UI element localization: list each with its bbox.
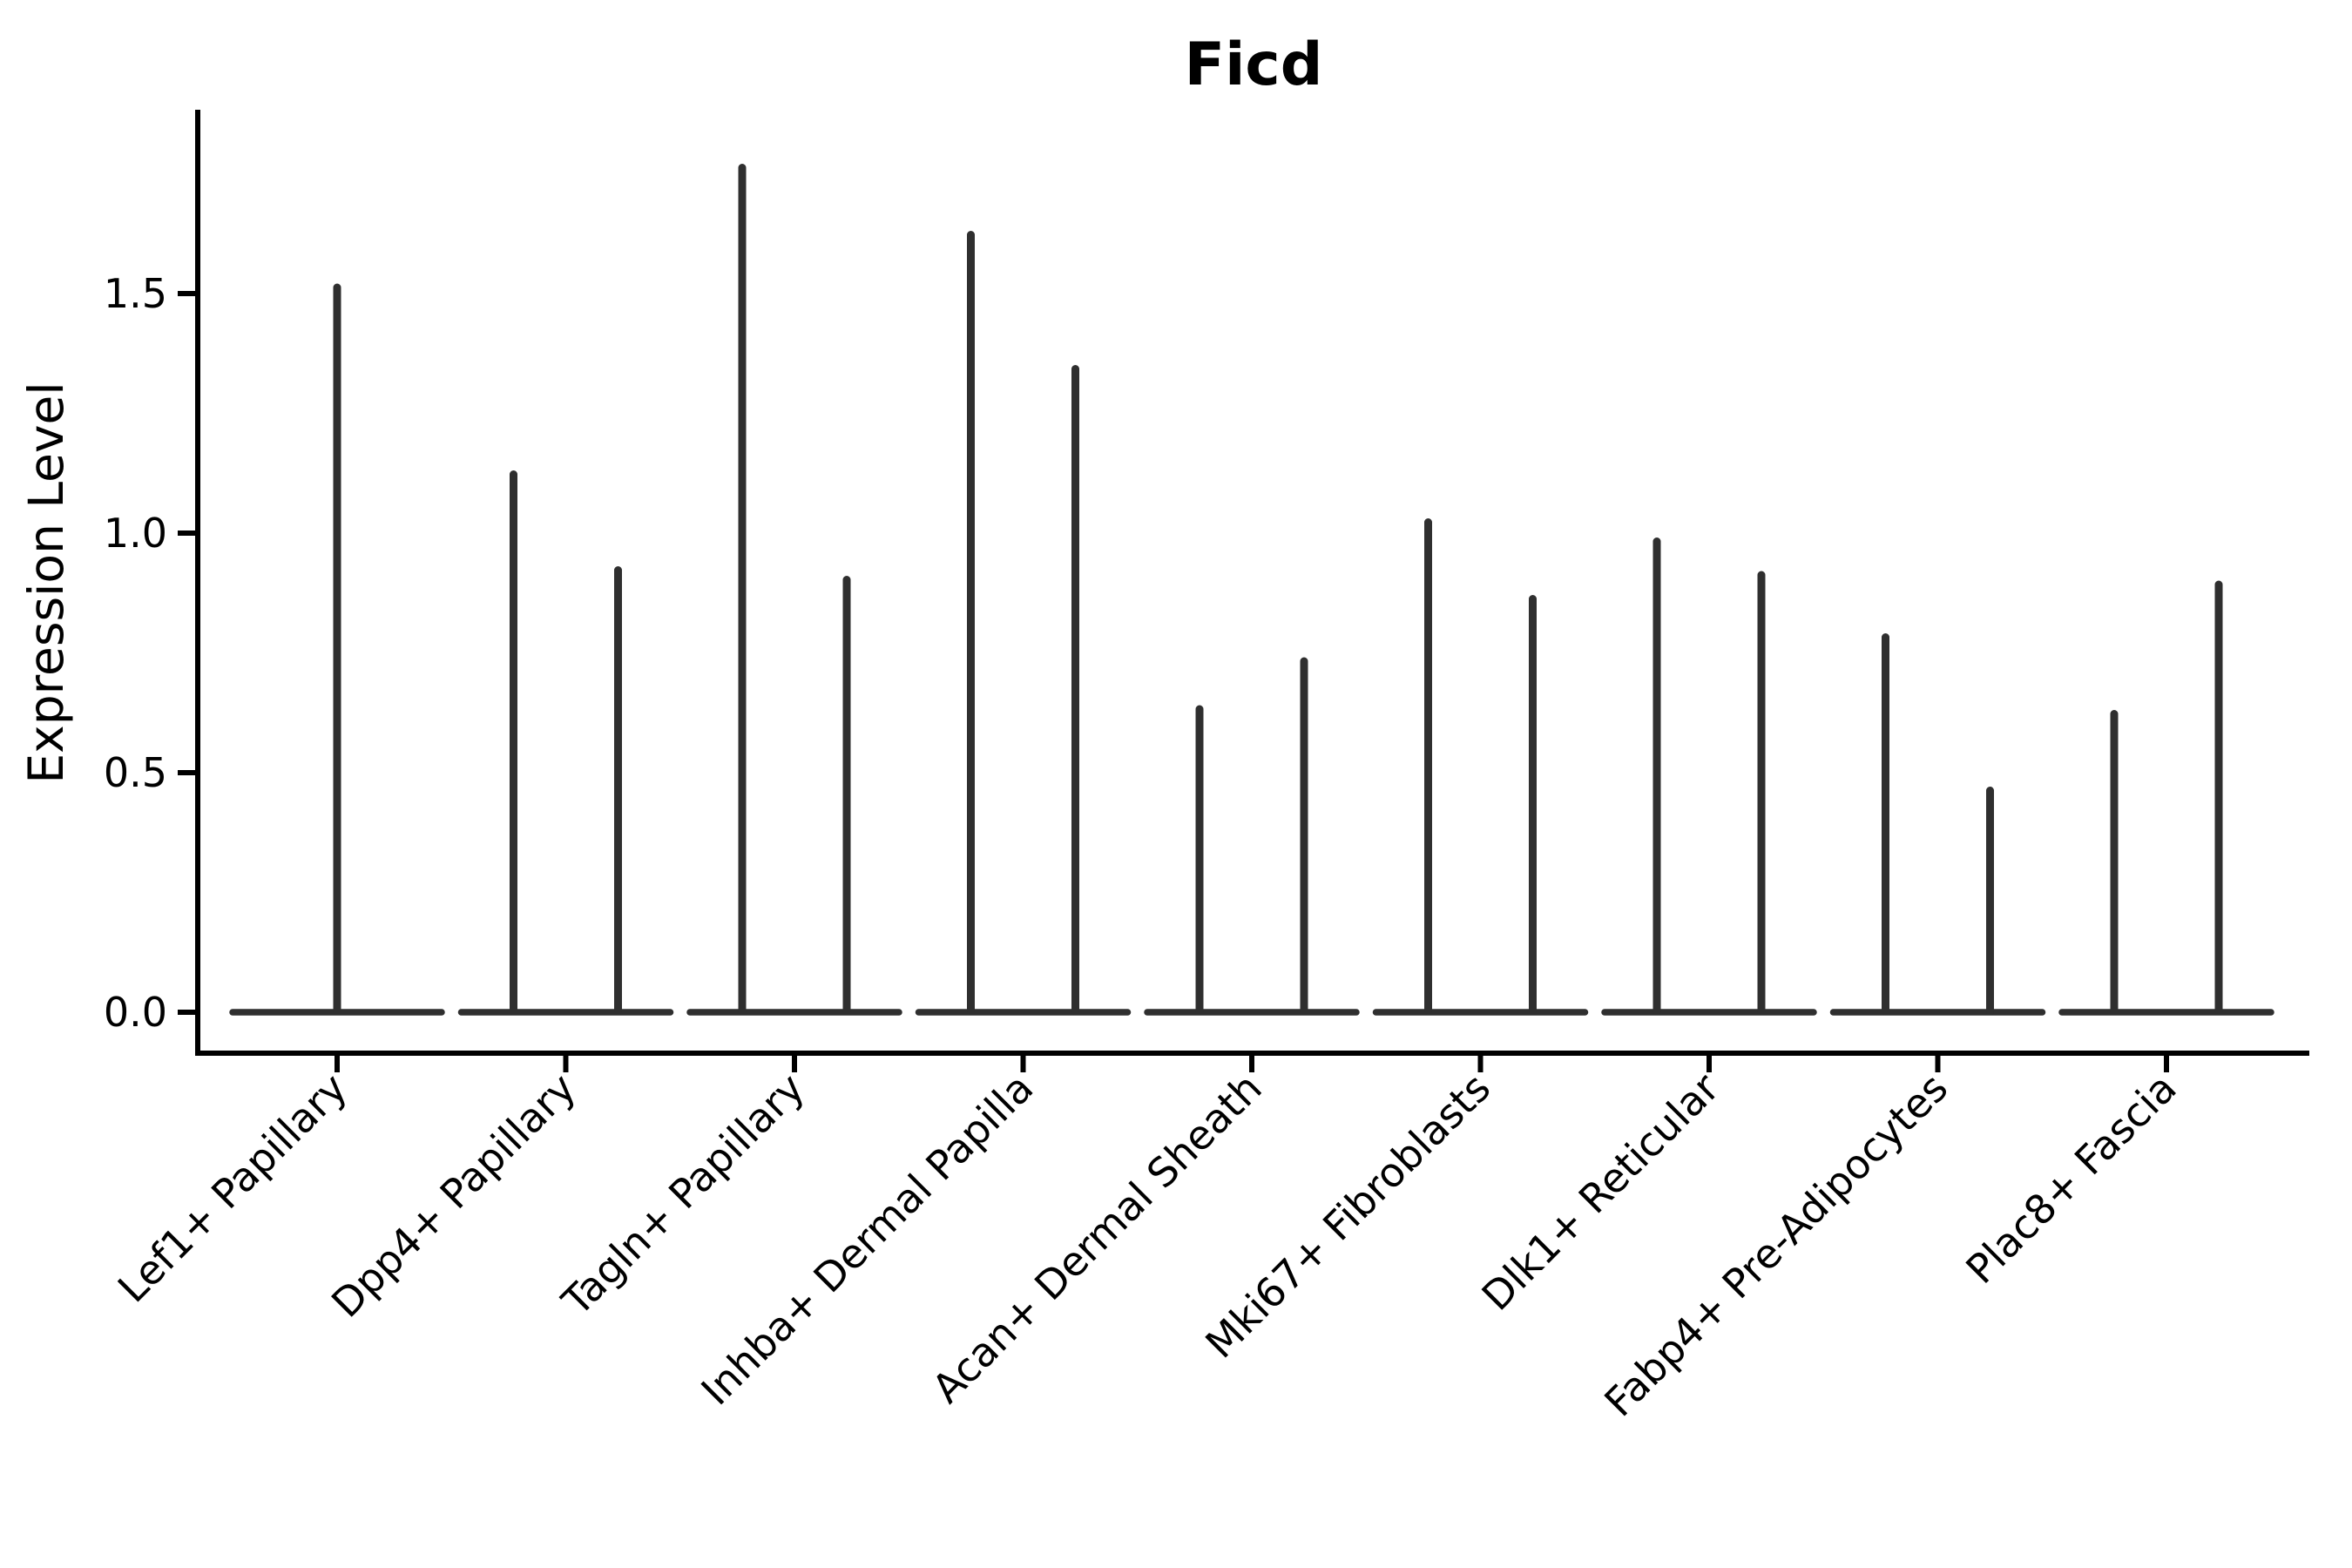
x-tick-label: Dlk1+ Reticular — [1473, 1064, 1728, 1320]
plot-title: Ficd — [1185, 30, 1323, 99]
y-tick-label: 0.0 — [104, 989, 167, 1036]
y-tick-label: 1.0 — [104, 510, 167, 557]
violin-category — [2058, 580, 2274, 1016]
x-tick-label: Dpp4+ Papillary — [322, 1064, 585, 1327]
x-tick-label: Tagln+ Papillary — [552, 1064, 814, 1326]
violin-category — [1601, 537, 1817, 1016]
violins-layer — [229, 164, 2274, 1016]
y-axis-ticks: 0.0 0.5 1.0 1.5 — [104, 270, 198, 1036]
violin-category — [1144, 657, 1360, 1016]
violin-category — [457, 470, 674, 1016]
y-tick-label: 1.5 — [104, 270, 167, 317]
x-tick-label: Plac8+ Fascia — [1957, 1064, 2185, 1293]
violin-category — [1372, 518, 1589, 1016]
violin-category — [915, 231, 1132, 1016]
x-tick-label: Lef1+ Papillary — [109, 1064, 356, 1312]
violin-category — [686, 164, 902, 1016]
y-axis-label: Expression Level — [18, 382, 74, 783]
violin-category — [1829, 633, 2046, 1016]
violin-category — [229, 283, 445, 1016]
y-tick-label: 0.5 — [104, 749, 167, 796]
